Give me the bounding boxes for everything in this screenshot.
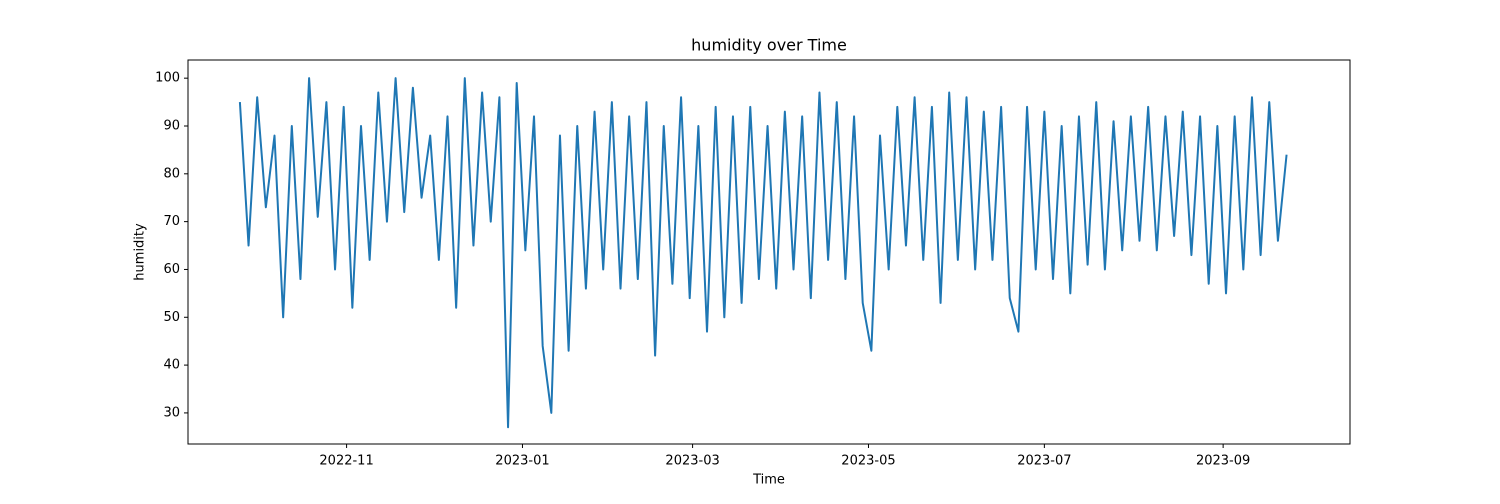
y-tick-label: 70 [163, 214, 180, 229]
x-axis-label: Time [752, 473, 785, 488]
x-tick-label: 2023-07 [1017, 454, 1071, 469]
x-tick-label: 2023-09 [1196, 454, 1250, 469]
x-tick-label: 2022-11 [319, 454, 373, 469]
x-tick-label: 2023-03 [665, 454, 719, 469]
y-tick-label: 90 [163, 118, 180, 133]
y-tick-label: 50 [163, 310, 180, 325]
chart-title: humidity over Time [691, 36, 847, 55]
x-tick-label: 2023-01 [495, 454, 549, 469]
y-tick-label: 30 [163, 405, 180, 420]
plot-frame [187, 59, 1351, 445]
y-tick-label: 60 [163, 262, 180, 277]
x-tick-label: 2023-05 [841, 454, 895, 469]
y-tick-label: 100 [155, 71, 180, 86]
y-tick-label: 40 [163, 358, 180, 373]
line-series [238, 77, 1288, 429]
y-tick-label: 80 [163, 166, 180, 181]
y-axis-label: humidity [133, 223, 148, 281]
